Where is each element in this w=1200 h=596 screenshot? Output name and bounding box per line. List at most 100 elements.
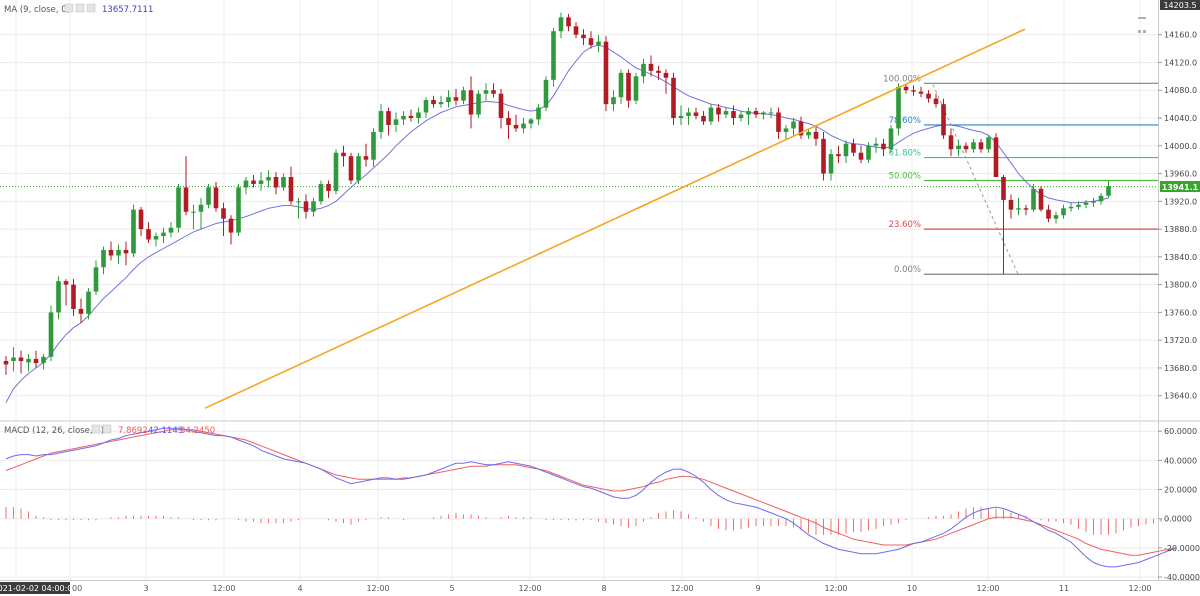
candle [333,149,339,195]
candle-body [798,121,804,136]
candle-body [116,249,121,256]
candle [423,97,429,119]
close-icon[interactable] [86,3,96,13]
candle [498,88,504,129]
main-indicator-header[interactable]: MA (9, close, 0) 13657.7111 [4,3,153,15]
candle-body [63,281,69,285]
candle-body [738,114,744,119]
macd-indicator-header[interactable]: MACD (12, 26, close, 9) 7.8692 42.1143 3… [4,424,215,436]
grid [0,0,1200,581]
candle [26,354,31,372]
candle [281,173,286,191]
histogram-value: 34.2450 [180,426,215,436]
candle-body [93,267,99,292]
fibonacci-retracement[interactable]: 100.00% 78.60% 61.80% 50.00% 23.60% 0.00% [883,74,1158,275]
candle [633,72,639,105]
price-tick-label: 14040.0 [1164,114,1197,123]
time-cursor-label: 2021-02-02 04:00:00 [0,582,77,594]
candle [1098,192,1104,205]
candle [896,83,901,136]
candle-body [3,360,9,365]
time-tick-label: 12:00 [824,584,847,593]
candle [206,183,211,209]
candle [716,104,721,122]
candle-body [378,111,384,132]
candle [626,69,631,108]
candle-body [603,41,609,105]
svg-text:13941.1: 13941.1 [1162,183,1199,192]
candle-body [356,156,361,181]
candle [836,145,841,164]
candle [806,128,811,139]
fib-level-label: 100.00% [883,74,921,84]
candle-body [213,187,219,209]
candle [258,172,264,191]
candle [431,95,436,108]
candle-body [251,180,256,184]
candle-body [131,209,136,254]
candle-body [903,86,909,91]
macd-tick-label: 20.0000 [1164,486,1197,495]
fib-level-label: 0.00% [894,265,921,275]
trendline[interactable] [204,28,1026,409]
time-tick-label: 12:00 [366,584,389,593]
candle-body [626,72,631,101]
candle [791,118,796,136]
candle-body [11,357,16,361]
candle-body [258,180,264,184]
settings-icon[interactable] [102,424,112,434]
time-tick-label: 12:00 [1128,584,1151,593]
fib-diagonal [932,84,1019,275]
candle-body [236,187,241,233]
candle [78,298,84,323]
candle-body [491,90,496,94]
candle [236,183,241,237]
candle-body [858,152,864,160]
candle-body [288,177,294,202]
candle [648,55,654,77]
candle-body [596,41,601,46]
candle [86,288,91,320]
candle [296,197,301,219]
candle-body [266,177,271,181]
candle-body [686,112,691,116]
candle [491,83,496,98]
candle [926,90,931,103]
candle-body [656,70,661,73]
candle [858,145,864,164]
candle-body [86,291,91,314]
candle [453,88,459,106]
eye-icon[interactable] [64,3,74,13]
candle-body [513,124,519,129]
candle [1038,186,1044,212]
candle-body [581,34,586,39]
signal-value: 42.1143 [148,426,183,436]
candle [243,177,249,195]
candle-body [993,137,999,178]
candle [663,69,669,94]
candle [881,138,886,157]
price-tick-label: 13800.0 [1164,281,1197,290]
eye-icon[interactable] [91,424,101,434]
candle-body [438,102,444,105]
candle-body [318,183,324,202]
candle-body [48,312,54,357]
settings-icon[interactable] [75,3,85,13]
price-tick-label: 14000.0 [1164,142,1197,151]
candle-body [813,131,819,139]
candle [993,133,999,178]
candle-body [146,229,151,240]
candle [311,197,316,217]
candle-body [461,90,466,101]
candle [408,109,414,122]
macd-value: 7.8692 [118,426,148,436]
time-axis-partial-label: 00 [72,584,82,593]
candle-body [26,358,31,363]
candle [506,111,511,139]
chart-menu-icon[interactable] [1138,17,1146,33]
candle-body [101,249,106,268]
candle-body [663,72,669,78]
candle-body [701,115,706,122]
macd-panel [5,427,1177,568]
